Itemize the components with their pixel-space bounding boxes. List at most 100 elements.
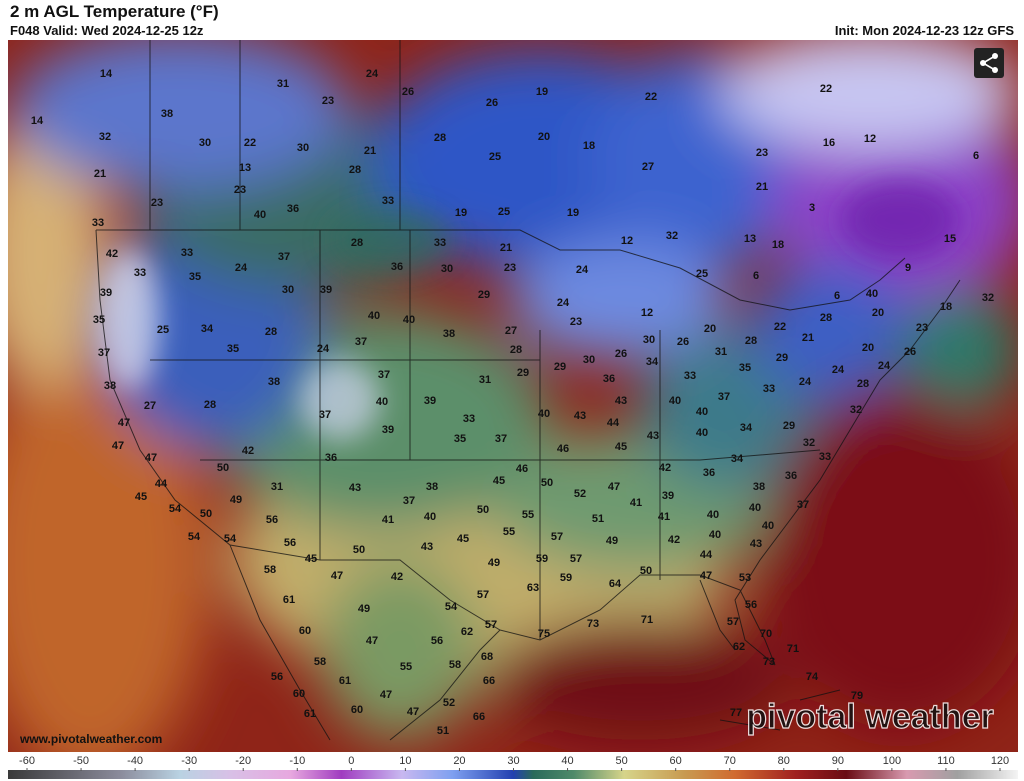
temperature-label: 28	[510, 344, 522, 356]
temperature-label: 64	[609, 578, 622, 590]
temperature-label: 28	[351, 237, 363, 249]
temperature-label: 35	[454, 433, 466, 445]
temperature-label: 50	[353, 544, 365, 556]
temperature-label: 66	[473, 711, 485, 723]
temperature-label: 45	[493, 475, 505, 487]
temperature-label: 30	[199, 137, 211, 149]
temperature-label: 51	[592, 513, 604, 525]
temperature-label: 24	[557, 297, 570, 309]
temperature-label: 56	[431, 635, 443, 647]
share-button[interactable]	[974, 48, 1004, 78]
temperature-label: 51	[437, 725, 449, 737]
colorbar-tick-label: 70	[724, 755, 736, 767]
temperature-label: 56	[271, 671, 283, 683]
temperature-label: 57	[551, 531, 563, 543]
colorbar-tick-label: 80	[778, 755, 790, 767]
temperature-label: 39	[662, 490, 674, 502]
temperature-label: 22	[645, 91, 657, 103]
temperature-label: 40	[254, 209, 266, 221]
temperature-label: 53	[739, 572, 751, 584]
temperature-label: 43	[615, 395, 627, 407]
temperature-label: 18	[940, 301, 952, 313]
temperature-label: 30	[643, 334, 655, 346]
temperature-label: 32	[803, 437, 815, 449]
temperature-label: 73	[763, 656, 775, 668]
temperature-label: 37	[278, 251, 290, 263]
temperature-label: 37	[797, 499, 809, 511]
temperature-label: 12	[641, 307, 653, 319]
temperature-label: 30	[282, 284, 294, 296]
colorbar-tick-label: 40	[561, 755, 573, 767]
colorbar-tick-label: 100	[883, 755, 901, 767]
colorbar-ticks: -60 -50 -40 -30 -20 -10 0 10 20 30 40 50 60 70 80 90 100…	[19, 755, 1009, 771]
temperature-label: 60	[293, 688, 305, 700]
temperature-label: 73	[587, 618, 599, 630]
temperature-label: 46	[516, 463, 528, 475]
temperature-label: 50	[477, 504, 489, 516]
temperature-label: 38	[426, 481, 438, 493]
init-time: Init: Mon 2024-12-23 12z GFS	[834, 23, 1014, 38]
temperature-label: 40	[424, 511, 436, 523]
temperature-label: 56	[284, 537, 296, 549]
temperature-label: 6	[834, 290, 840, 302]
temperature-label: 61	[339, 675, 351, 687]
temperature-label: 33	[819, 451, 831, 463]
colorbar-tick-label: 30	[507, 755, 519, 767]
temperature-label: 59	[536, 553, 548, 565]
temperature-label: 58	[264, 564, 276, 576]
temperature-label: 79	[851, 690, 863, 702]
temperature-label: 26	[904, 346, 916, 358]
temperature-label: 20	[538, 131, 550, 143]
temperature-label: 30	[441, 263, 453, 275]
temperature-label: 54	[445, 601, 458, 613]
temperature-label: 40	[376, 396, 388, 408]
temperature-label: 45	[305, 553, 317, 565]
temperature-label: 43	[647, 430, 659, 442]
temperature-label: 35	[93, 314, 105, 326]
temperature-label: 26	[486, 97, 498, 109]
temperature-label: 6	[973, 150, 979, 162]
temperature-label: 63	[527, 582, 539, 594]
temperature-label: 12	[864, 133, 876, 145]
temperature-label: 47	[118, 417, 130, 429]
temperature-label: 58	[449, 659, 461, 671]
temperature-label: 24	[576, 264, 589, 276]
temperature-label: 23	[570, 316, 582, 328]
temperature-label: 31	[479, 374, 491, 386]
temperature-label: 28	[857, 378, 869, 390]
temperature-label: 34	[731, 453, 744, 465]
temperature-label: 55	[503, 526, 515, 538]
temperature-label: 42	[391, 571, 403, 583]
temperature-label: 28	[820, 312, 832, 324]
temperature-label: 3	[809, 202, 815, 214]
temperature-label: 30	[583, 354, 595, 366]
temperature-label: 71	[641, 614, 653, 626]
temperature-label: 19	[455, 207, 467, 219]
temperature-label: 29	[554, 361, 566, 373]
temperature-label: 33	[134, 267, 146, 279]
temperature-label: 34	[740, 422, 753, 434]
temperature-label: 39	[382, 424, 394, 436]
temperature-label: 57	[477, 589, 489, 601]
colorbar-tick-label: 60	[670, 755, 682, 767]
temperature-label: 36	[287, 203, 299, 215]
temperature-label: 75	[538, 628, 550, 640]
temperature-label: 47	[407, 706, 419, 718]
source: www.pivotalweather.com	[19, 732, 162, 746]
temperature-label: 28	[349, 164, 361, 176]
temperature-label: 41	[630, 497, 642, 509]
temperature-label: 16	[823, 137, 835, 149]
temperature-label: 40	[669, 395, 681, 407]
temperature-label: 41	[382, 514, 394, 526]
temperature-label: 15	[944, 233, 956, 245]
temperature-label: 33	[92, 217, 104, 229]
temperature-label: 40	[709, 529, 721, 541]
temperature-label: 43	[750, 538, 762, 550]
temperature-label: 22	[774, 321, 786, 333]
temperature-label: 24	[799, 376, 812, 388]
temperature-label: 12	[621, 235, 633, 247]
colorbar-tick-label: -10	[289, 755, 305, 767]
temperature-label: 29	[478, 289, 490, 301]
temperature-label: 39	[100, 287, 112, 299]
